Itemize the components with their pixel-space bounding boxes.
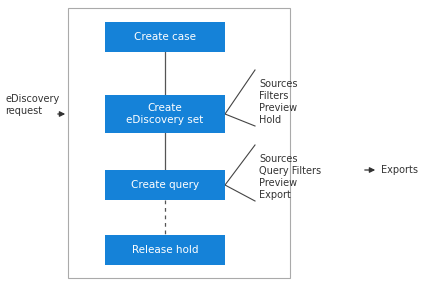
Text: Preview: Preview	[259, 103, 297, 113]
Text: Export: Export	[259, 190, 291, 200]
Text: Filters: Filters	[259, 91, 289, 101]
Text: Sources: Sources	[259, 79, 298, 89]
Bar	[68, 8, 290, 278]
Text: Hold: Hold	[259, 115, 281, 125]
Text: Create query: Create query	[131, 180, 199, 190]
Bar	[105, 95, 225, 133]
Text: Create case: Create case	[134, 32, 196, 42]
Text: Query Filters: Query Filters	[259, 166, 321, 176]
Text: Preview: Preview	[259, 178, 297, 188]
Text: Create
eDiscovery set: Create eDiscovery set	[127, 103, 203, 125]
Bar	[105, 170, 225, 200]
Bar	[105, 22, 225, 52]
Text: Release hold: Release hold	[132, 245, 198, 255]
Text: Sources: Sources	[259, 154, 298, 164]
Text: eDiscovery
request: eDiscovery request	[5, 94, 59, 116]
Bar	[105, 235, 225, 265]
Text: Exports: Exports	[381, 165, 418, 175]
